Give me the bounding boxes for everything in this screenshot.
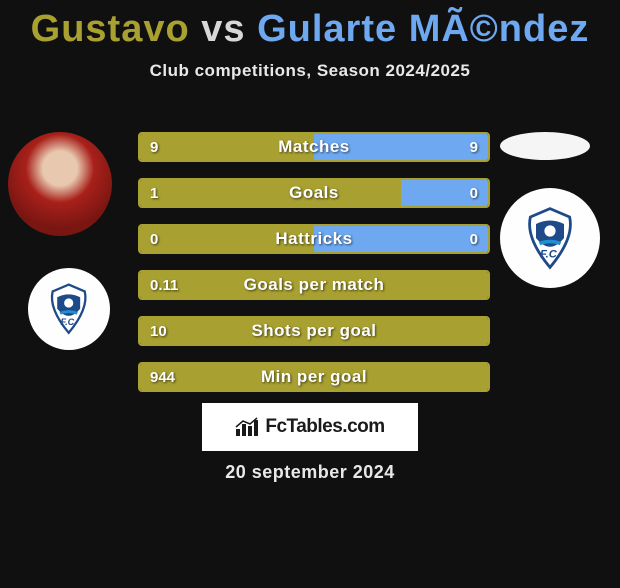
fctables-watermark: FcTables.com (202, 403, 418, 451)
stat-value-right: 0 (470, 226, 478, 252)
stat-row: Goals per match0.11 (138, 270, 490, 300)
stat-row: Goals1 0 (138, 178, 490, 208)
puebla-logo-icon: F.C. (515, 203, 585, 273)
stat-value-left: 1 (150, 180, 158, 206)
stat-value-right: 9 (470, 134, 478, 160)
player2-name: Gularte MÃ©ndez (257, 8, 589, 50)
stat-label: Shots per goal (140, 318, 488, 344)
player1-photo (8, 132, 112, 236)
player2-photo (500, 132, 590, 160)
stat-value-left: 944 (150, 364, 175, 390)
player1-name: Gustavo (31, 8, 190, 50)
svg-text:F.C.: F.C. (540, 249, 560, 261)
stat-value-right: 0 (470, 180, 478, 206)
svg-text:F.C.: F.C. (61, 317, 77, 327)
stat-row: Hattricks0 0 (138, 224, 490, 254)
player1-club-logo: F.C. (28, 268, 110, 350)
stat-value-left: 9 (150, 134, 158, 160)
stat-value-left: 0.11 (150, 272, 178, 298)
vs-text: vs (201, 8, 245, 50)
stat-value-left: 10 (150, 318, 167, 344)
stat-bars: Matches99Goals10Hattricks00Goals per mat… (138, 132, 490, 408)
stat-row: Matches9 9 (138, 132, 490, 162)
stat-row: Min per goal944 (138, 362, 490, 392)
stat-label: Matches (140, 134, 488, 160)
fctables-chart-icon (235, 417, 259, 437)
puebla-logo-icon: F.C. (40, 280, 97, 337)
stat-row: Shots per goal10 (138, 316, 490, 346)
stat-label: Goals per match (140, 272, 488, 298)
stat-label: Goals (140, 180, 488, 206)
comparison-title: Gustavo vs Gularte MÃ©ndez (0, 8, 620, 51)
subtitle: Club competitions, Season 2024/2025 (0, 61, 620, 81)
fctables-label: FcTables.com (265, 416, 384, 438)
stat-value-left: 0 (150, 226, 158, 252)
player2-club-logo: F.C. (500, 188, 600, 288)
date-label: 20 september 2024 (0, 462, 620, 483)
stat-label: Hattricks (140, 226, 488, 252)
stat-label: Min per goal (140, 364, 488, 390)
